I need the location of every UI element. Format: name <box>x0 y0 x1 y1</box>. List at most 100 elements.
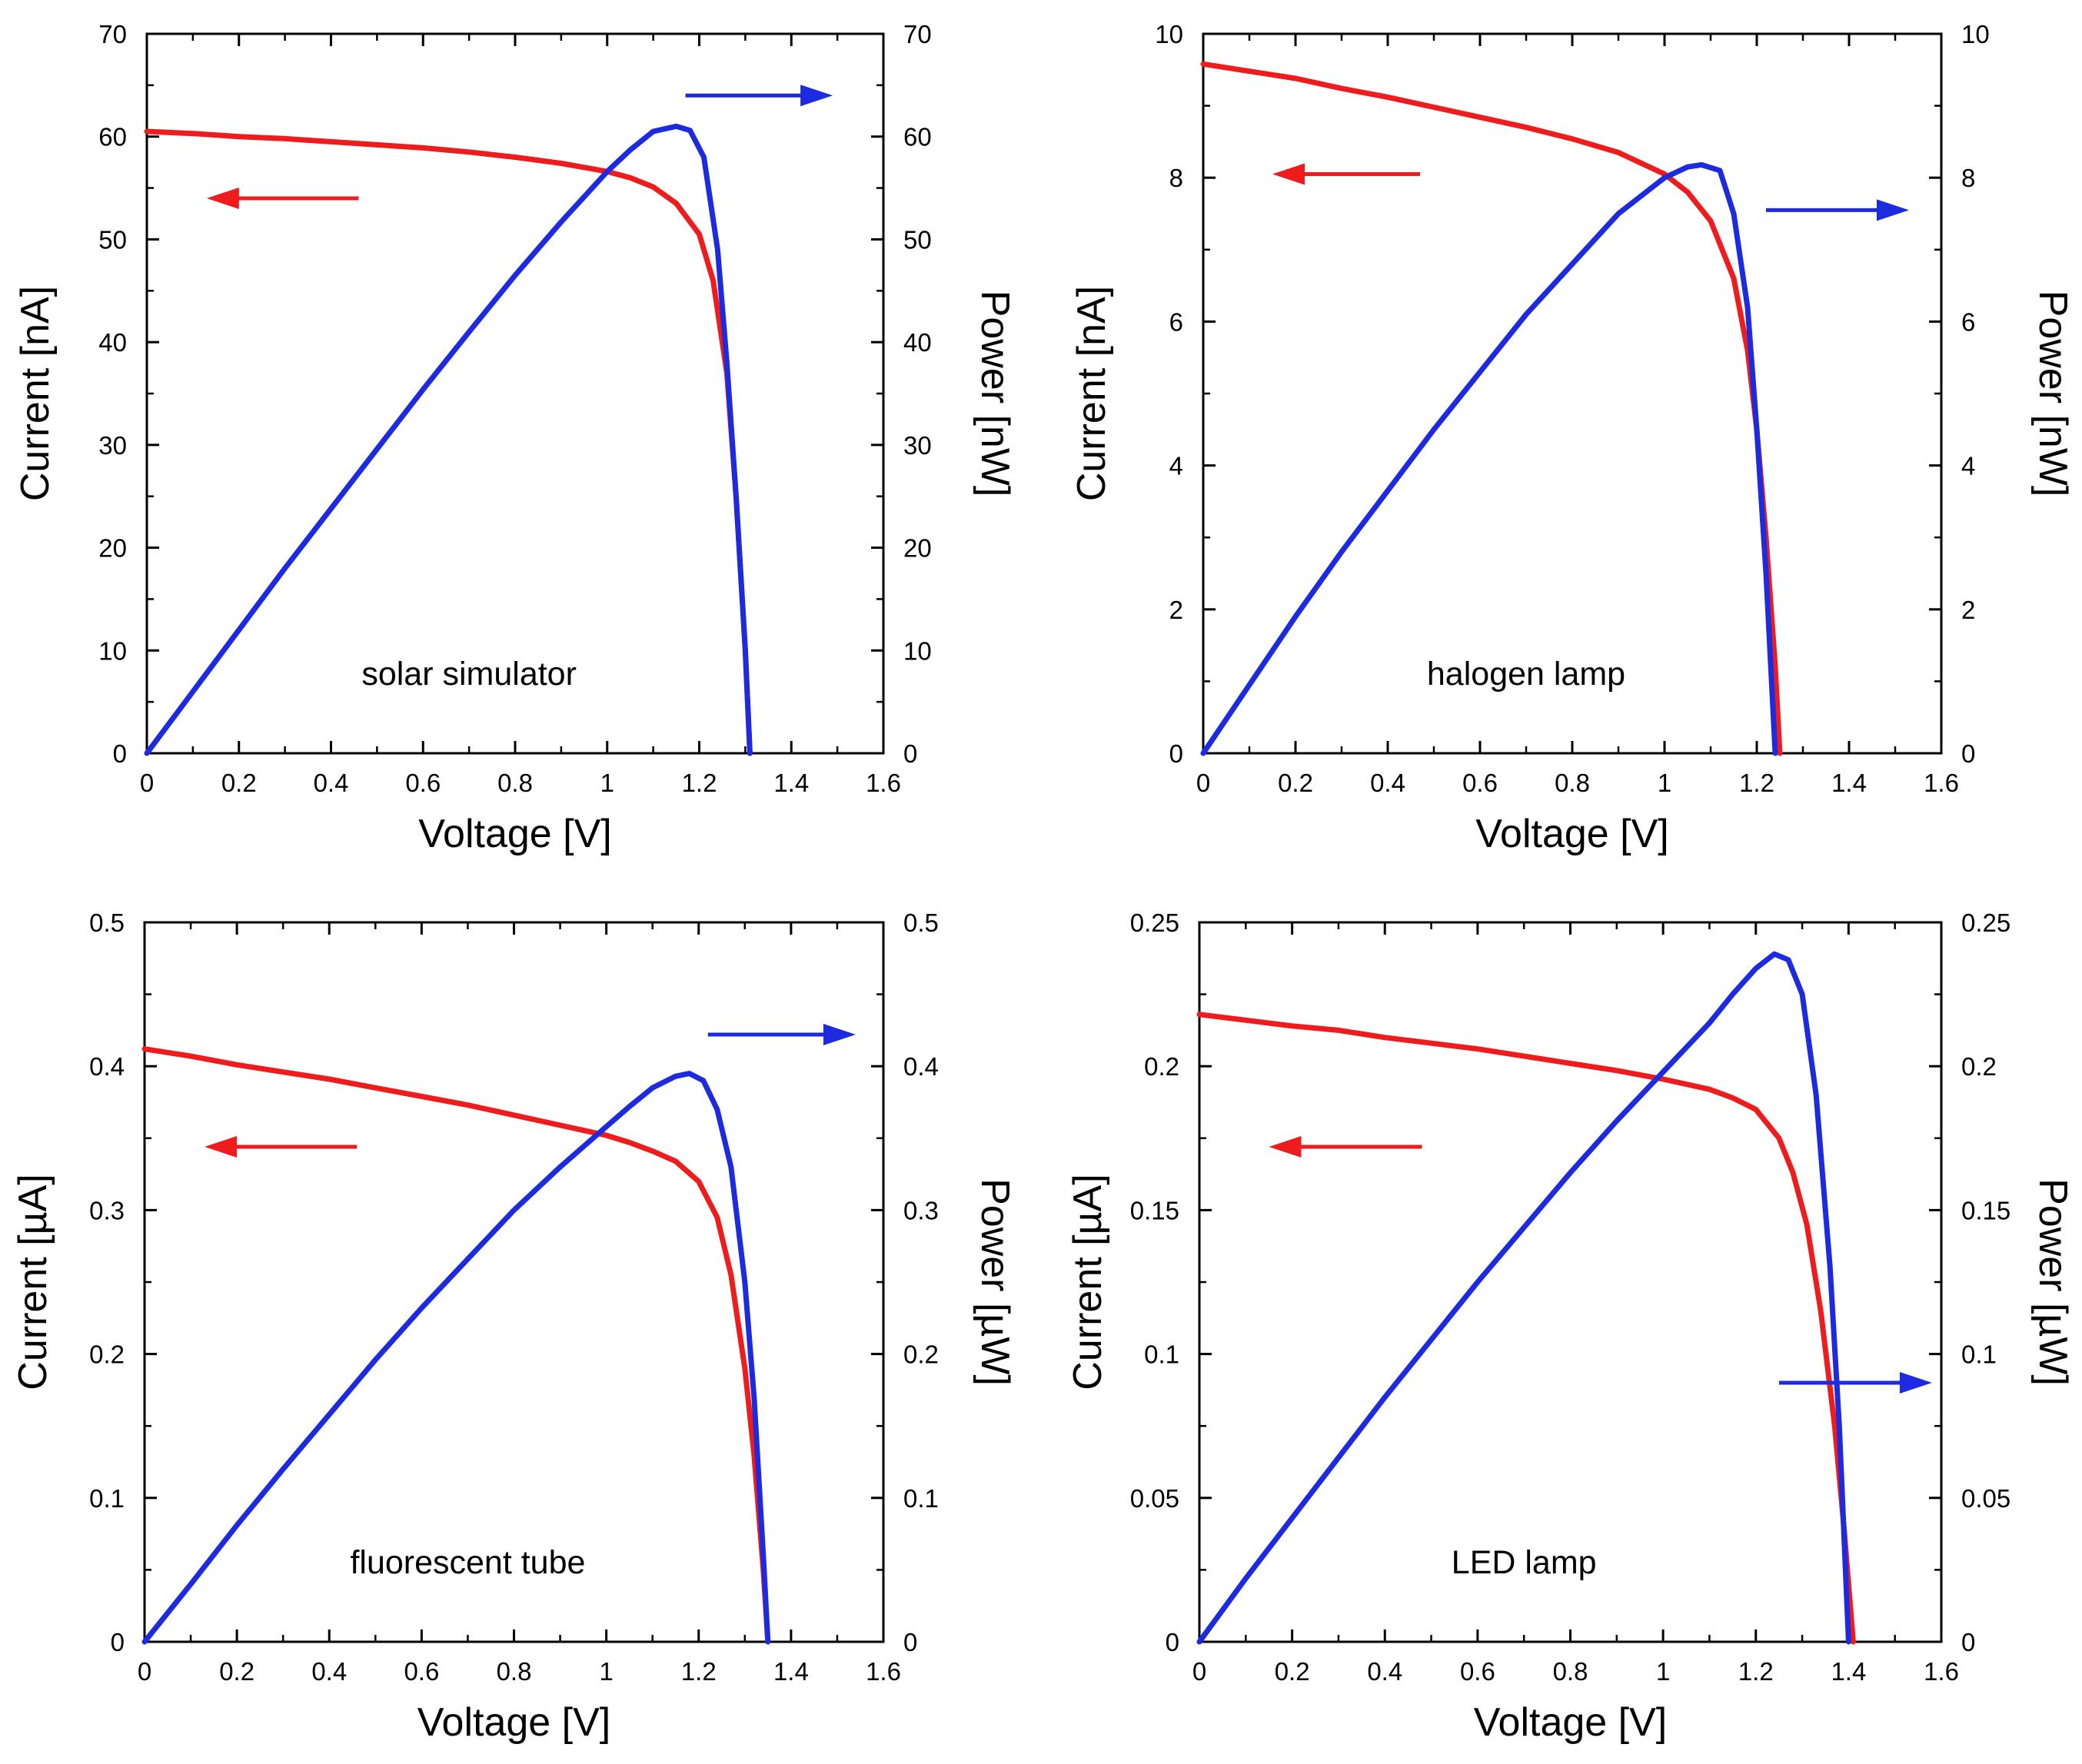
y-tick-label-right: 10 <box>1961 20 1990 48</box>
y-tick-label-right: 0 <box>903 1628 917 1656</box>
power-curve <box>144 123 753 756</box>
y-tick-label-right: 30 <box>903 431 932 460</box>
y-tick-label-left: 0 <box>111 1628 125 1656</box>
y-tick-label-left: 0.1 <box>1144 1340 1179 1369</box>
y-tick-label-right: 0 <box>1961 739 1975 768</box>
x-tick-label: 1.2 <box>681 1657 717 1686</box>
y-tick-label-left: 6 <box>1169 307 1183 336</box>
y-axis-title-left: Current [µA] <box>11 1174 55 1390</box>
x-tick-label: 0.2 <box>1278 769 1313 797</box>
y-axis-title-right: Power [µW] <box>973 1178 1017 1386</box>
x-tick-label: 0.4 <box>314 769 349 797</box>
x-tick-label: 0 <box>140 769 154 797</box>
y-tick-label-right: 0.05 <box>1961 1484 2010 1513</box>
x-tick-label: 0.6 <box>1462 769 1498 797</box>
left-arrowhead <box>1272 163 1305 185</box>
y-tick-label-left: 0.25 <box>1130 909 1179 937</box>
x-tick-label: 0 <box>1196 769 1210 797</box>
right-arrowhead <box>800 85 833 107</box>
x-tick-label: 0.4 <box>1367 1657 1402 1686</box>
y-tick-label-right: 0.15 <box>1961 1196 2010 1224</box>
x-tick-label: 1.6 <box>1924 1657 1959 1686</box>
right-arrowhead <box>1899 1372 1932 1394</box>
left-arrowhead <box>206 187 239 209</box>
y-tick-label-left: 70 <box>98 20 127 48</box>
panel-annotation: fluorescent tube <box>350 1544 585 1581</box>
x-tick-label: 0.4 <box>1370 769 1405 797</box>
x-tick-label: 0.8 <box>1553 1657 1588 1686</box>
y-tick-label-left: 0.3 <box>89 1196 125 1224</box>
panel-annotation: halogen lamp <box>1427 656 1625 693</box>
y-tick-label-right: 20 <box>903 534 932 563</box>
y-tick-label-left: 0.4 <box>89 1052 125 1081</box>
power-curve <box>1196 951 1851 1645</box>
x-tick-label: 1.4 <box>1831 769 1867 797</box>
y-tick-label-right: 50 <box>903 225 932 254</box>
y-tick-label-right: 6 <box>1961 307 1975 336</box>
y-tick-label-left: 0 <box>1166 1628 1179 1656</box>
x-tick-label: 1.2 <box>1739 769 1774 797</box>
y-tick-label-right: 70 <box>903 20 932 48</box>
x-tick-label: 0.6 <box>405 769 441 797</box>
y-tick-label-right: 0.2 <box>903 1340 939 1369</box>
y-tick-label-left: 0 <box>113 739 127 768</box>
x-tick-label: 0.2 <box>219 1657 254 1686</box>
y-axis-title-right: Power [nW] <box>2030 291 2075 497</box>
x-tick-label: 1.6 <box>866 1657 901 1686</box>
power-curve <box>141 1071 771 1645</box>
y-tick-label-right: 40 <box>903 328 932 357</box>
current-curve <box>141 1046 771 1645</box>
chart-panel-4: 0 0.2 0.4 0.6 0.8 1 1.2 1.4 1.60 00.05 0.050.1 0.10… <box>1066 909 2075 1745</box>
y-tick-label-right: 0.1 <box>1961 1340 1997 1369</box>
x-axis-title: Voltage [V] <box>1475 812 1669 856</box>
y-axis-title-right: Power [µW] <box>2030 1178 2075 1386</box>
power-curve <box>1200 161 1778 756</box>
x-axis-title: Voltage [V] <box>418 812 612 856</box>
x-tick-label: 1 <box>600 769 614 797</box>
x-tick-label: 1.2 <box>682 769 717 797</box>
y-tick-label-left: 20 <box>98 534 127 563</box>
y-tick-label-right: 0 <box>903 739 917 768</box>
y-tick-label-left: 60 <box>98 123 127 151</box>
y-tick-label-left: 2 <box>1169 596 1183 624</box>
y-tick-label-right: 0.5 <box>903 909 939 937</box>
y-tick-label-right: 0.2 <box>1961 1052 1997 1081</box>
x-tick-label: 0 <box>138 1657 151 1686</box>
x-tick-label: 0.2 <box>221 769 257 797</box>
x-tick-label: 1.4 <box>773 769 809 797</box>
y-tick-label-left: 0.15 <box>1130 1196 1179 1224</box>
x-tick-label: 0.8 <box>497 1657 532 1686</box>
plot-frame <box>1202 32 1943 755</box>
y-tick-label-right: 0.1 <box>903 1484 939 1513</box>
panel-annotation: solar simulator <box>361 656 577 693</box>
y-tick-label-left: 0.1 <box>89 1484 125 1513</box>
y-tick-label-left: 0.05 <box>1130 1484 1179 1513</box>
x-tick-label: 1 <box>1658 769 1671 797</box>
x-tick-label: 1 <box>1656 1657 1670 1686</box>
y-tick-label-left: 4 <box>1169 452 1183 480</box>
current-curve <box>1196 1012 1856 1645</box>
y-tick-label-left: 40 <box>98 328 127 357</box>
y-axis-title-left: Current [nA] <box>1069 286 1114 501</box>
y-tick-label-right: 8 <box>1961 164 1975 192</box>
left-arrowhead <box>1269 1136 1302 1158</box>
x-tick-label: 0.8 <box>497 769 533 797</box>
x-tick-label: 1.2 <box>1738 1657 1774 1686</box>
y-tick-label-left: 8 <box>1169 164 1183 192</box>
y-tick-label-right: 0.25 <box>1961 909 2010 937</box>
left-arrowhead <box>205 1136 238 1158</box>
y-tick-label-right: 4 <box>1961 452 1975 480</box>
plot-frame <box>143 921 885 1643</box>
y-tick-label-left: 0 <box>1169 739 1183 768</box>
x-axis-title: Voltage [V] <box>417 1700 611 1745</box>
x-tick-label: 0.6 <box>404 1657 439 1686</box>
panel-annotation: LED lamp <box>1452 1544 1597 1581</box>
right-arrowhead <box>823 1024 856 1046</box>
y-tick-label-left: 0.2 <box>89 1340 125 1369</box>
x-axis-title: Voltage [V] <box>1474 1700 1668 1745</box>
chart-panel-2: 0 0.2 0.4 0.6 0.8 1 1.2 1.4 1.60 02 24 46 68 810 10Vol… <box>1069 20 2075 856</box>
x-tick-label: 0.2 <box>1275 1657 1310 1686</box>
x-tick-label: 0.4 <box>311 1657 347 1686</box>
